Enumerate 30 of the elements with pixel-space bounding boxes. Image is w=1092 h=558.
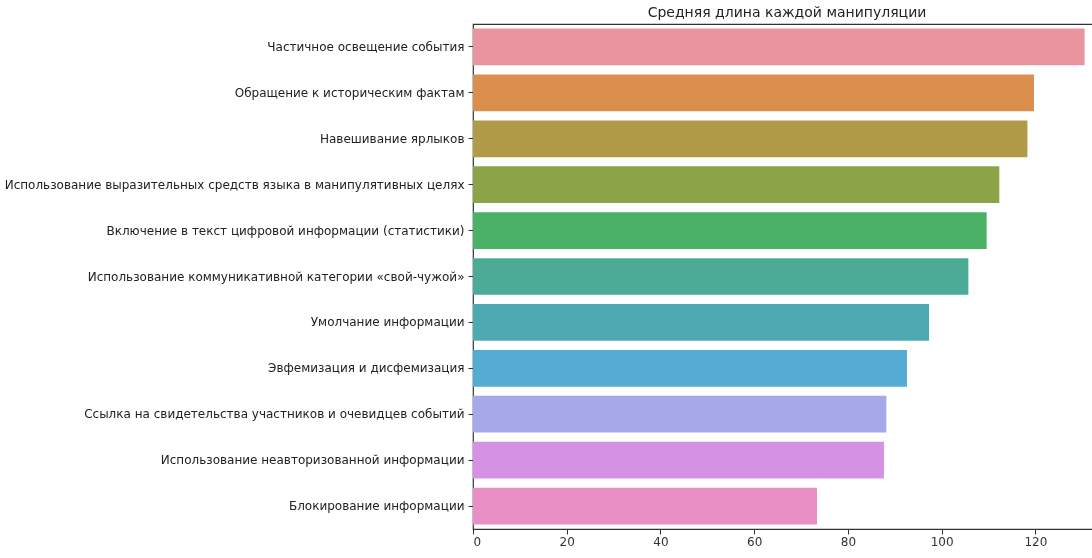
- bar: [473, 120, 1028, 158]
- bar: [473, 74, 1034, 112]
- bar: [473, 28, 1085, 66]
- bar: [473, 212, 987, 249]
- y-tick-label: Ссылка на свидетельства участников и очевидцев событий: [84, 407, 465, 422]
- x-tick-label: 120: [1024, 534, 1048, 549]
- y-tick-label: Включение в текст цифровой информации (статистики): [106, 223, 465, 238]
- y-tick-label: Использование неавторизованной информации: [160, 453, 465, 468]
- x-tick-label: 20: [559, 534, 575, 549]
- bar: [473, 349, 907, 387]
- x-tick-label: 100: [930, 534, 954, 549]
- bar: [473, 487, 817, 525]
- chart-title: Средняя длина каждой манипуляции: [647, 4, 927, 20]
- y-tick-label: Обращение к историческим фактам: [234, 85, 465, 100]
- x-tick-label: 60: [747, 534, 763, 549]
- y-tick-label: Умолчание информации: [310, 315, 465, 330]
- y-tick-label: Использование выразительных средств языка в манипулятивных целях: [4, 177, 465, 192]
- y-tick-label: Навешивание ярлыков: [319, 131, 465, 146]
- y-tick-label: Частичное освещение события: [267, 39, 465, 54]
- x-tick-label: 80: [840, 534, 857, 549]
- bar: [473, 166, 1000, 204]
- bar: [473, 441, 885, 479]
- bar: [473, 304, 929, 341]
- x-tick-label: 40: [653, 534, 669, 549]
- y-tick-label: Блокирование информации: [288, 499, 465, 514]
- x-tick-label: 0: [473, 534, 482, 549]
- bar: [473, 258, 969, 295]
- y-tick-label: Использование коммуникативной категории «свой-чужой»: [87, 269, 465, 284]
- y-tick-label: Эвфемизация и дисфемизация: [268, 361, 465, 376]
- bar: [473, 395, 887, 433]
